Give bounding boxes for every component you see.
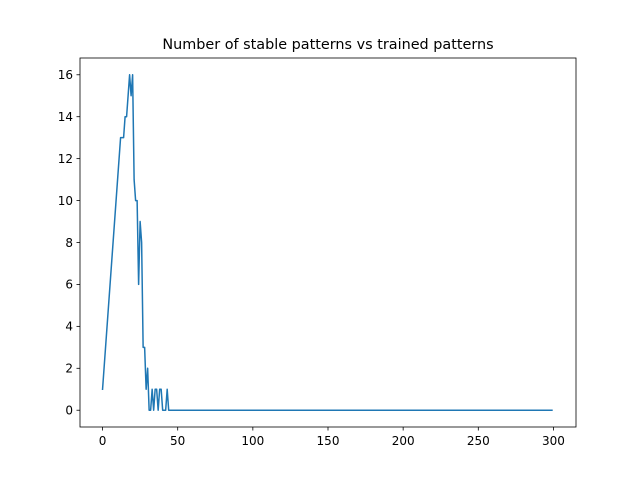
y-tick-label: 4 [65,320,73,334]
y-tick-label: 8 [65,236,73,250]
y-tick-label: 16 [58,68,73,82]
x-tick-label: 200 [392,434,415,448]
plot-area: 0 50 100 150 200 250 300 0 2 4 6 8 10 12 14 16 [58,57,577,448]
y-tick-label: 0 [65,404,73,418]
y-tick-label: 2 [65,362,73,376]
chart-title: Number of stable patterns vs trained pat… [162,37,493,53]
x-tick-label: 300 [542,434,565,448]
x-tick-label: 100 [241,434,264,448]
y-tick-label: 6 [65,278,73,292]
y-tick-label: 14 [58,110,73,124]
x-tick-label: 250 [467,434,490,448]
y-tick-label: 10 [58,194,73,208]
x-tick-label: 0 [99,434,107,448]
x-tick-label: 50 [170,434,185,448]
series-line-0 [101,74,553,411]
y-tick-label: 12 [58,152,73,166]
x-tick-label: 150 [317,434,340,448]
